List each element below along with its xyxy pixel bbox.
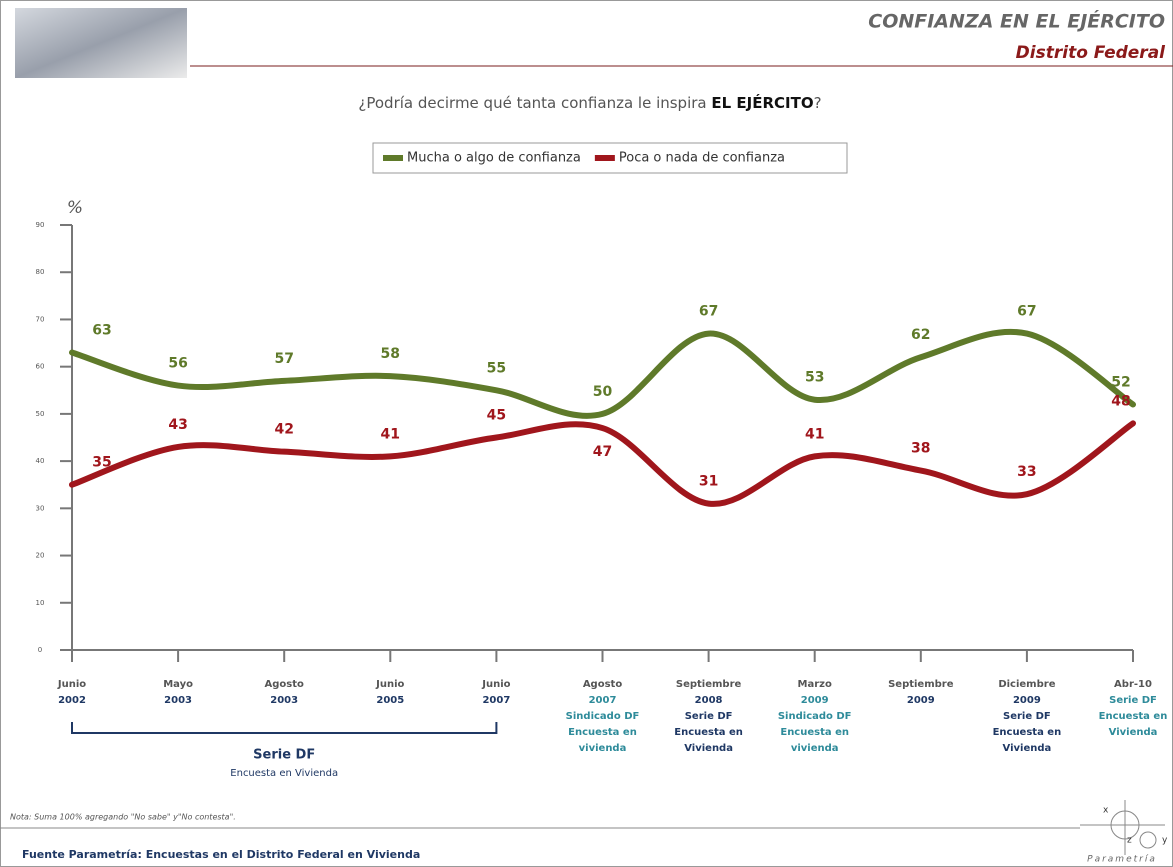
series-line [69, 328, 1136, 419]
data-label: 57 [274, 351, 293, 367]
y-tick-label: 40 [36, 457, 45, 465]
data-label: 67 [699, 304, 718, 320]
data-label: 62 [911, 327, 930, 343]
y-tick-label: 60 [36, 363, 45, 371]
bracket-label: Serie DF [253, 748, 315, 763]
header-title: CONFIANZA EN EL EJÉRCITO [868, 10, 1165, 33]
data-label: 45 [487, 408, 506, 424]
x-tick-label: vivienda [791, 743, 839, 754]
data-label: 63 [92, 323, 111, 339]
x-tick-label: Sindicado DF [778, 711, 852, 722]
x-tick-label: 2003 [164, 695, 192, 706]
logo [1080, 800, 1165, 855]
y-tick-label: 30 [36, 504, 45, 512]
x-tick-label: 2009 [801, 695, 829, 706]
x-tick-label: vivienda [579, 743, 627, 754]
x-tick-label: 2009 [1013, 695, 1041, 706]
logo-text: Parametría [1087, 855, 1157, 865]
data-label: 43 [168, 417, 187, 433]
data-label: 58 [381, 346, 400, 362]
legend-label: Poca o nada de confianza [619, 151, 785, 166]
x-tick-label: Serie DF [1003, 711, 1051, 722]
data-label: 31 [699, 474, 718, 490]
data-label: 67 [1017, 304, 1036, 320]
data-label: 53 [805, 370, 824, 386]
x-tick-label: 2007 [482, 695, 510, 706]
note: Nota: Suma 100% agregando "No sabe" y"No… [10, 813, 236, 822]
bracket-sublabel: Encuesta en Vivienda [230, 768, 338, 779]
x-tick-label: Serie DF [1109, 695, 1157, 706]
data-label: 47 [593, 444, 612, 460]
logo-axis: z [1127, 836, 1132, 846]
x-tick-label: 2002 [58, 695, 86, 706]
x-tick-label: Marzo [798, 679, 832, 690]
data-label: 52 [1111, 374, 1130, 390]
x-tick-label: Encuesta en [568, 727, 637, 738]
x-tick-label: Junio [481, 679, 510, 690]
y-tick-label: 10 [36, 599, 45, 607]
header-subtitle: Distrito Federal [1016, 43, 1166, 63]
x-tick-label: Encuesta en [993, 727, 1062, 738]
x-tick-label: 2007 [589, 695, 617, 706]
data-label: 41 [805, 426, 824, 442]
x-tick-label: Agosto [583, 679, 623, 690]
x-tick-label: Agosto [265, 679, 305, 690]
data-label: 38 [911, 441, 930, 457]
data-label: 50 [593, 384, 613, 400]
x-tick-label: 2003 [270, 695, 298, 706]
series-line [69, 420, 1136, 507]
x-tick-label: 2008 [695, 695, 723, 706]
y-tick-label: 50 [36, 410, 45, 418]
x-tick-label: Septiembre [888, 679, 954, 690]
x-tick-label: Encuesta en [780, 727, 849, 738]
chart-title: ¿Podría decirme qué tanta confianza le i… [358, 93, 821, 112]
x-tick-label: 2005 [376, 695, 404, 706]
footer: Fuente Parametría: Encuestas en el Distr… [22, 848, 420, 861]
x-tick-label: Vivienda [1109, 727, 1158, 738]
data-label: 48 [1111, 393, 1130, 409]
x-tick-label: Vivienda [1003, 743, 1052, 754]
x-tick-label: 2009 [907, 695, 935, 706]
x-tick-label: Encuesta en [674, 727, 743, 738]
y-axis-label: % [67, 198, 83, 218]
title-end: ? [814, 94, 822, 112]
logo-axis: x [1103, 806, 1109, 816]
data-label: 33 [1017, 464, 1036, 480]
bracket [71, 722, 498, 734]
y-tick-label: 20 [36, 552, 45, 560]
data-label: 41 [381, 426, 400, 442]
x-tick-label: Junio [57, 679, 86, 690]
x-tick-label: Vivienda [684, 743, 733, 754]
header-photo [15, 8, 187, 78]
x-tick-label: Junio [375, 679, 404, 690]
legend-label: Mucha o algo de confianza [407, 151, 581, 166]
data-label: 35 [92, 455, 111, 471]
y-tick-label: 0 [38, 646, 42, 654]
y-tick-label: 80 [36, 268, 45, 276]
x-tick-label: Mayo [163, 679, 193, 690]
x-tick-label: Serie DF [685, 711, 733, 722]
legend-swatch [383, 155, 403, 161]
title-text: ¿Podría decirme qué tanta confianza le i… [358, 94, 711, 112]
x-tick-label: Septiembre [676, 679, 742, 690]
logo-axis: y [1162, 836, 1168, 846]
y-tick-label: 70 [36, 315, 45, 323]
data-label: 55 [487, 360, 506, 376]
x-tick-label: Abr-10 [1114, 679, 1152, 690]
data-label: 56 [168, 356, 187, 372]
legend-swatch [594, 155, 615, 161]
title-emphasis: EL EJÉRCITO [711, 93, 813, 112]
data-label: 42 [274, 422, 293, 438]
x-tick-label: Sindicado DF [566, 711, 640, 722]
x-tick-label: Diciembre [998, 679, 1055, 690]
x-tick-label: Encuesta en [1099, 711, 1168, 722]
y-tick-label: 90 [36, 221, 45, 229]
